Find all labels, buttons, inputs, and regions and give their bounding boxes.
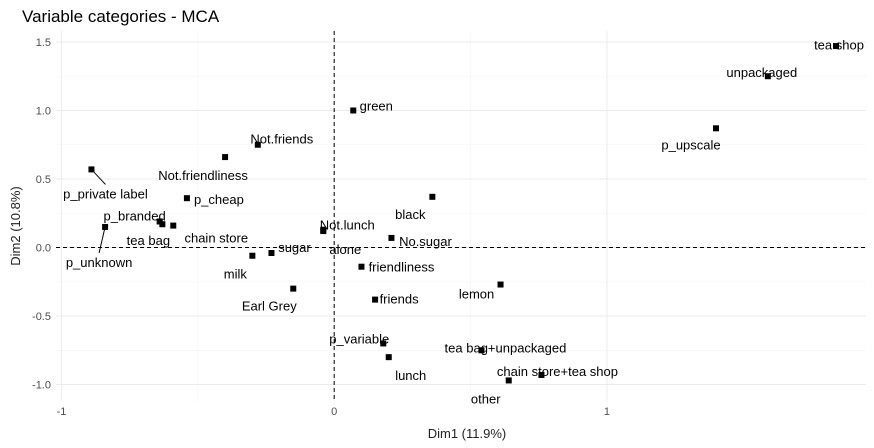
point-tea-bag-unpackaged [478, 347, 485, 354]
label-alone: alone [329, 242, 361, 257]
label-tea-bag: tea bag [127, 233, 170, 248]
label-black: black [395, 207, 426, 222]
label-sugar: sugar [278, 240, 311, 255]
point-p-private-label [88, 166, 95, 173]
point-not-friends [254, 141, 261, 148]
x-tick-label: -1 [57, 406, 67, 418]
label-p-cheap: p_cheap [194, 192, 244, 207]
point-other [505, 377, 512, 384]
point-p-cheap [183, 195, 190, 202]
label-tea-bag-unpackaged: tea bag+unpackaged [445, 340, 567, 355]
y-tick-label: -1.0 [32, 380, 51, 392]
chart-title: Variable categories - MCA [22, 7, 220, 26]
y-tick-label: 1.5 [36, 37, 51, 49]
point-sugar [268, 250, 275, 256]
connector-p-unknown [98, 226, 106, 254]
label-chain-store-tea-shop: chain store+tea shop [497, 364, 618, 379]
label-lemon: lemon [459, 287, 494, 302]
label-unpackaged: unpackaged [726, 65, 797, 80]
label-no-sugar: No.sugar [399, 234, 452, 249]
point-tea-bag [159, 221, 166, 228]
label-lunch: lunch [395, 368, 426, 383]
point-not-friendliness [222, 154, 229, 161]
label-p-variable: p_variable [329, 331, 389, 346]
label-tea-shop: tea shop [814, 38, 864, 53]
label-milk: milk [224, 267, 248, 282]
point-milk [249, 252, 256, 259]
point-lunch [385, 354, 392, 361]
y-tick-label: -0.5 [32, 311, 51, 323]
point-labels: tea shop unpackaged p_upscale green Not.frie… [63, 38, 864, 407]
label-chain-store: chain store [184, 231, 248, 246]
point-p-variable [380, 340, 387, 347]
label-other: other [471, 391, 501, 406]
point-chain-store [170, 222, 177, 229]
label-friends: friends [380, 292, 420, 307]
label-not-friends: Not.friends [250, 132, 313, 147]
point-earl-grey [290, 285, 297, 292]
y-tick-label: 1.0 [36, 105, 51, 117]
point-chain-store-tea-shop [538, 371, 545, 378]
y-tick-label: 0.5 [36, 174, 51, 186]
point-black [429, 193, 436, 200]
label-p-unknown: p_unknown [66, 255, 133, 270]
x-tick-label: 1 [604, 406, 610, 418]
point-unpackaged [764, 73, 771, 80]
points [88, 43, 839, 384]
label-p-branded: p_branded [104, 208, 166, 223]
point-friendliness [358, 263, 365, 270]
point-tea-shop [833, 43, 839, 50]
point-p-upscale [713, 125, 719, 132]
reference-lines [56, 31, 866, 401]
point-alone [320, 228, 327, 235]
label-friendliness: friendliness [369, 260, 435, 275]
point-lemon [497, 281, 504, 288]
label-p-private-label: p_private label [63, 186, 148, 201]
label-green: green [360, 98, 393, 113]
x-tick-label: 0 [331, 406, 337, 418]
label-p-upscale: p_upscale [661, 137, 720, 152]
label-not-lunch: Not.lunch [320, 218, 375, 233]
point-p-unknown [102, 223, 109, 230]
label-earl-grey: Earl Grey [242, 299, 297, 314]
point-friends [372, 296, 379, 303]
tick-labels: -1 0 1 -1.0 -0.5 0.0 0.5 1.0 1.5 [32, 37, 610, 418]
point-no-sugar [388, 234, 395, 241]
label-not-friendliness: Not.friendliness [158, 168, 248, 183]
point-green [350, 107, 357, 114]
y-axis-title: Dim2 (10.8%) [8, 186, 23, 265]
x-axis-title: Dim1 (11.9%) [428, 426, 507, 441]
y-tick-label: 0.0 [36, 243, 51, 255]
